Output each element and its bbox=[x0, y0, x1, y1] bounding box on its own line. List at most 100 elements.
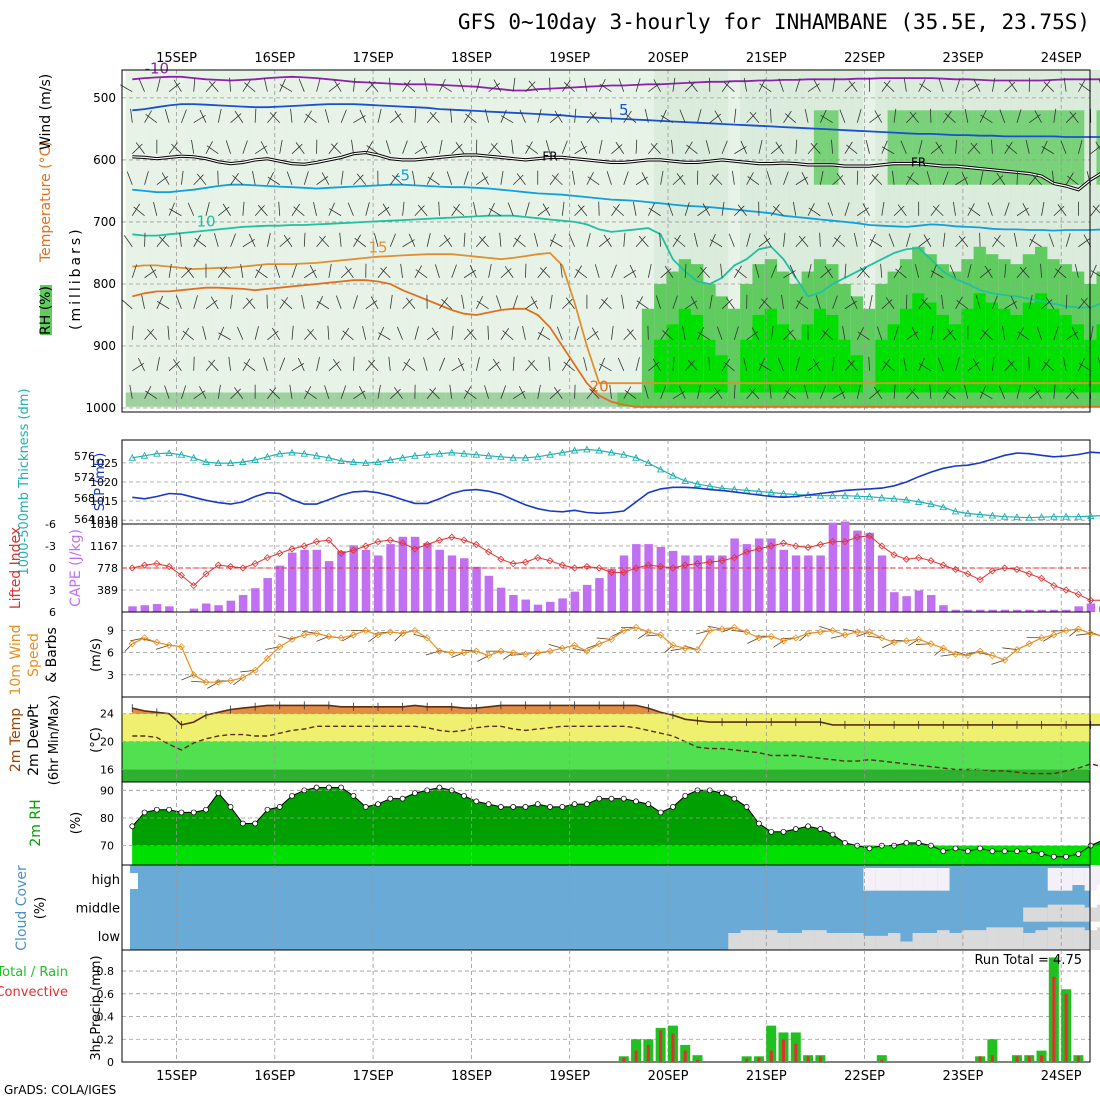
wind-barb bbox=[881, 140, 888, 154]
high-cloud-gap bbox=[887, 868, 901, 891]
wind-barb bbox=[205, 300, 218, 310]
wind-barb bbox=[659, 232, 662, 247]
rh-surface-band bbox=[531, 392, 545, 407]
lifted-index-point bbox=[423, 540, 431, 549]
wind-barb bbox=[1069, 111, 1079, 123]
rh2m-point bbox=[571, 801, 578, 807]
low-cloud-gap bbox=[900, 941, 913, 950]
cloud-level-label: low bbox=[98, 930, 121, 945]
wind-barb bbox=[859, 267, 870, 279]
thickness-point bbox=[386, 456, 395, 463]
rh-saturated-band bbox=[1010, 314, 1024, 399]
rh-saturated-band bbox=[973, 293, 988, 399]
wind-barb bbox=[307, 328, 317, 341]
wind-barb bbox=[370, 296, 379, 309]
wind-barb bbox=[844, 263, 847, 278]
wind-barb bbox=[260, 141, 268, 154]
wind-barb bbox=[1065, 388, 1076, 399]
wind-barb bbox=[1007, 359, 1018, 372]
wind-barb bbox=[1097, 357, 1100, 364]
rh-surface-band bbox=[924, 392, 938, 407]
wind-barb bbox=[269, 388, 280, 399]
wind-barb bbox=[697, 266, 707, 279]
lifted-index-point bbox=[362, 542, 370, 550]
wind-barb bbox=[769, 384, 772, 399]
lifted-index-point bbox=[767, 542, 775, 550]
wind-barb bbox=[138, 78, 145, 92]
wind-barb bbox=[621, 294, 625, 309]
wind-barb bbox=[942, 386, 951, 399]
wind-barb bbox=[636, 300, 649, 310]
rh2m-point bbox=[1063, 853, 1069, 860]
upper-air-legend: RH (%)Temperature (°C)Wind (m/s)(milliba… bbox=[38, 74, 84, 335]
rh2m-point bbox=[129, 823, 136, 830]
thickness-point bbox=[361, 459, 370, 467]
rh2m-point bbox=[608, 795, 615, 802]
wind-speed-point bbox=[743, 628, 751, 636]
wind-barb bbox=[684, 81, 696, 92]
thickness-point bbox=[460, 449, 468, 457]
wind-barb bbox=[674, 237, 686, 248]
wind-barb bbox=[697, 207, 710, 217]
cool-band bbox=[122, 769, 1090, 782]
precip-total-bar bbox=[876, 1055, 887, 1062]
wind-barb bbox=[554, 110, 563, 123]
low-cloud-gap bbox=[826, 933, 839, 950]
rh-surface-band bbox=[715, 392, 730, 407]
cape-bar bbox=[214, 605, 223, 612]
wind-barb bbox=[688, 80, 698, 92]
wind-barb bbox=[743, 357, 748, 371]
wind-barb bbox=[451, 144, 463, 155]
rh-surface-band bbox=[285, 392, 300, 407]
cape-bar bbox=[447, 555, 457, 612]
wind-barb bbox=[499, 232, 502, 247]
wind-barb bbox=[955, 357, 960, 371]
rh-surface-band bbox=[125, 392, 140, 407]
page-title: GFS 0~10day 3-hourly for INHAMBANE (35.5… bbox=[457, 10, 1090, 34]
cape-bar bbox=[165, 606, 174, 612]
wind-barb bbox=[217, 108, 222, 123]
wind-barb bbox=[721, 201, 725, 216]
wind-barb bbox=[1095, 141, 1100, 150]
lifted-index-point bbox=[976, 576, 984, 584]
wind-barb bbox=[632, 201, 637, 216]
lifted-index-point bbox=[1013, 565, 1021, 574]
rh-surface-band bbox=[457, 392, 472, 407]
wind-barb bbox=[754, 264, 760, 278]
lifted-index-axis-label: Lifted Index bbox=[8, 527, 24, 609]
wind-speed-line bbox=[132, 626, 1100, 683]
wind-barb bbox=[368, 360, 379, 372]
thickness-point bbox=[1013, 513, 1021, 521]
wind-barb bbox=[234, 387, 244, 399]
date-label-top: 16SEP bbox=[254, 51, 295, 66]
rh2m-tick-label: 90 bbox=[100, 784, 114, 797]
wind-barb bbox=[344, 266, 354, 278]
wind-barb bbox=[856, 384, 861, 399]
rh-column bbox=[518, 70, 533, 408]
wind-barb bbox=[824, 265, 833, 278]
wind-barb bbox=[991, 77, 996, 92]
wind-barb bbox=[1067, 175, 1079, 186]
precip-convective-bar bbox=[757, 1057, 761, 1062]
wind-barb bbox=[330, 143, 342, 155]
wind-barb bbox=[560, 263, 563, 278]
rh2m-tick-label: 80 bbox=[100, 812, 114, 825]
wind-barb bbox=[545, 140, 551, 154]
wind-barb bbox=[450, 108, 453, 123]
rh-column bbox=[568, 70, 582, 408]
rh2m-point bbox=[387, 795, 394, 802]
wind-barb bbox=[795, 176, 808, 186]
rh-upper-moist bbox=[826, 110, 840, 185]
wind-barb bbox=[561, 201, 565, 216]
wind-speed-point bbox=[657, 631, 665, 639]
rh-surface-band bbox=[1047, 392, 1061, 407]
wind-barb bbox=[709, 239, 723, 248]
low-cloud-gap bbox=[875, 935, 889, 950]
wind-barb bbox=[193, 114, 206, 124]
wind-barb bbox=[586, 331, 599, 341]
wind-barb bbox=[1016, 109, 1022, 123]
wind-barb bbox=[298, 357, 305, 371]
cape-bar bbox=[140, 605, 150, 612]
wind-barb bbox=[1053, 108, 1057, 123]
rh-column bbox=[285, 70, 300, 408]
